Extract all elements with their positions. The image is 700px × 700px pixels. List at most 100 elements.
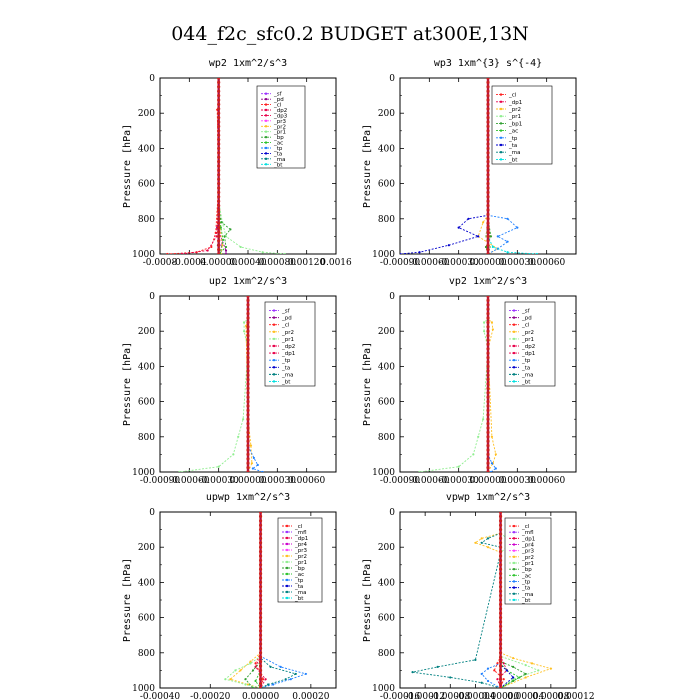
y-axis-label: Pressure [hPa]	[362, 342, 373, 426]
legend-label: _ta	[273, 151, 282, 157]
trunk-marker	[258, 651, 263, 655]
trunk-marker	[498, 558, 503, 563]
legend-label: _ma	[294, 590, 306, 596]
trunk-marker	[258, 602, 263, 607]
y-tick-label: 200	[138, 543, 155, 553]
trunk-marker	[246, 347, 250, 351]
series-point	[496, 235, 499, 238]
panel-title: wp3 1xm^{3} s^{-4}	[434, 58, 542, 69]
series-point	[261, 678, 265, 681]
trunk-marker	[217, 208, 221, 212]
series-point	[518, 676, 521, 679]
x-tick-label: -0.00060	[409, 476, 450, 486]
series-point	[524, 672, 527, 676]
trunk-marker	[217, 85, 221, 89]
trunk-marker	[258, 563, 263, 567]
legend-marker	[512, 344, 516, 348]
legend-marker	[285, 536, 289, 540]
series-point	[480, 681, 483, 684]
series-point	[418, 470, 421, 472]
trunk-marker	[486, 413, 490, 417]
trunk-marker	[217, 234, 221, 238]
legend-label: _dp1	[508, 100, 522, 106]
legend-marker	[499, 93, 503, 96]
trunk-marker	[217, 80, 221, 84]
trunk-marker	[486, 160, 490, 164]
series-point	[284, 678, 287, 681]
x-tick-label: -0.00030	[439, 258, 480, 268]
legend-label: _cl	[294, 524, 303, 530]
x-tick-label: -0.00060	[169, 476, 210, 486]
legend-label: _bt	[508, 157, 518, 163]
series-point	[516, 226, 519, 229]
trunk-marker	[486, 430, 490, 434]
trunk-marker	[258, 598, 263, 602]
trunk-marker	[246, 430, 250, 434]
trunk-marker	[246, 444, 250, 448]
trunk-marker	[486, 382, 490, 386]
trunk-marker	[246, 296, 250, 298]
legend-label: _pd	[273, 97, 284, 103]
trunk-marker	[498, 677, 503, 681]
legend-marker	[512, 574, 516, 577]
legend-label: _pr2	[521, 330, 534, 336]
trunk-marker	[217, 243, 221, 247]
legend-label: _pr1	[521, 561, 534, 567]
y-tick-label: 800	[138, 649, 155, 659]
y-tick-label: 400	[138, 144, 155, 154]
series-point	[474, 658, 477, 661]
x-tick-label: 0.00080	[259, 258, 296, 268]
trunk-marker	[486, 298, 490, 302]
trunk-marker	[246, 334, 250, 338]
series-point	[242, 330, 246, 333]
legend-label: _bt	[521, 379, 531, 385]
x-tick-label: 0.00000	[469, 258, 506, 268]
trunk-marker	[486, 417, 490, 421]
series-point	[502, 678, 505, 681]
trunk-marker	[217, 120, 221, 124]
series-line-pr2	[474, 512, 553, 688]
series-line-pr2	[477, 78, 499, 254]
legend-marker	[264, 141, 268, 144]
trunk-marker	[498, 616, 503, 620]
series-line-cl	[255, 512, 264, 688]
legend-label: _pr2	[281, 330, 294, 336]
series-group	[224, 512, 308, 688]
trunk-marker	[498, 589, 503, 593]
legend-marker	[512, 358, 516, 362]
series-point	[493, 669, 496, 672]
y-tick-label: 600	[138, 614, 155, 624]
x-tick-label: -0.00090	[140, 476, 181, 486]
trunk-marker	[486, 426, 490, 430]
legend-marker	[264, 130, 268, 133]
series-point	[304, 672, 307, 676]
trunk-marker	[246, 360, 250, 364]
legend-marker	[512, 543, 516, 546]
y-tick-label: 200	[378, 109, 395, 119]
y-tick-label: 1000	[372, 684, 395, 694]
trunk-marker	[498, 512, 503, 514]
trunk-marker	[246, 452, 250, 456]
trunk-marker	[217, 212, 221, 216]
legend-marker	[264, 152, 268, 155]
legend-marker	[512, 323, 516, 326]
legend-marker	[512, 549, 516, 552]
legend-marker	[512, 555, 516, 559]
trunk-marker	[258, 686, 263, 688]
trunk-marker	[246, 303, 250, 307]
x-tick-label: -0.00090	[380, 258, 421, 268]
y-tick-label: 400	[378, 144, 395, 154]
trunk-marker	[486, 466, 490, 470]
legend-marker	[499, 107, 503, 111]
trunk-marker	[217, 107, 221, 111]
legend-label: _sf	[281, 309, 291, 315]
series-point	[244, 683, 247, 686]
trunk-marker	[486, 252, 490, 254]
trunk-marker	[246, 386, 250, 390]
series-point	[244, 678, 247, 681]
legend-marker	[285, 572, 289, 576]
series-point	[491, 245, 494, 249]
series-point	[496, 662, 499, 665]
legend-label: _pr2	[508, 107, 521, 113]
trunk-marker	[486, 448, 490, 452]
